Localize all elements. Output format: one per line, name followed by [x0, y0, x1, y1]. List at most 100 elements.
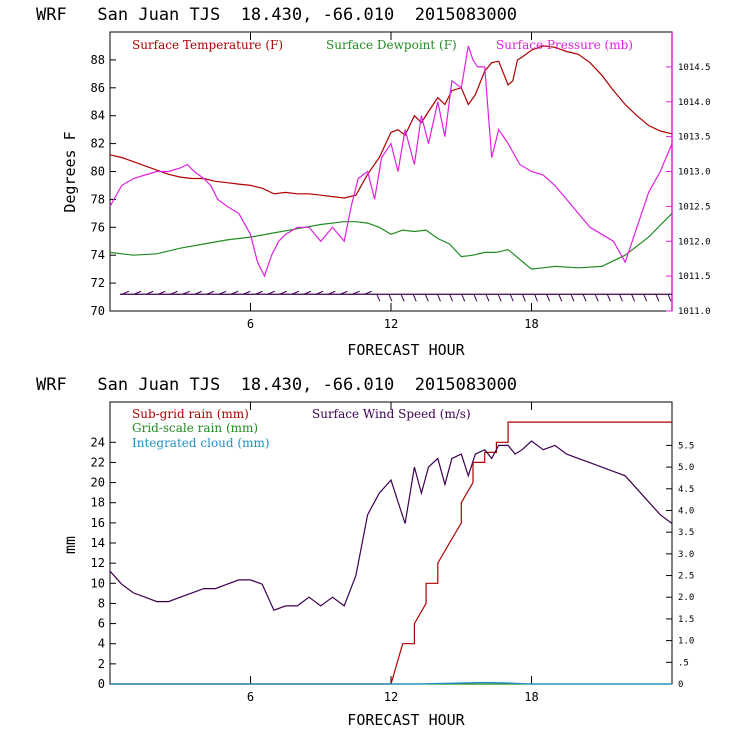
wind-barb	[570, 294, 575, 302]
y-tick-label: 8	[98, 596, 105, 610]
y2-tick-label: 0	[678, 680, 683, 690]
x-tick-label: 12	[384, 690, 398, 704]
precipitation-panel: WRF San Juan TJS 18.430, -66.010 2015083…	[36, 375, 694, 729]
wind-barb	[243, 290, 251, 295]
y2-tick-label: 1012.5	[678, 202, 711, 212]
wind-barb	[424, 294, 429, 302]
y-tick-label: 12	[91, 556, 105, 570]
wind-barb	[461, 294, 466, 302]
y-axis-label-2: mm	[61, 536, 79, 554]
y2-tick-label: .5	[678, 658, 689, 668]
y2-tick-label: 4.0	[678, 506, 694, 516]
wind-barb	[376, 294, 381, 302]
y2-tick-label: 1.5	[678, 615, 694, 625]
wind-barb	[546, 294, 551, 302]
wind-barb	[412, 294, 417, 302]
y-tick-label: 4	[98, 637, 105, 651]
wind-barb	[170, 290, 178, 295]
wind-barb	[388, 294, 393, 302]
y-tick-label: 22	[91, 455, 105, 469]
wind-barb	[631, 294, 636, 302]
wind-barb	[437, 294, 441, 302]
wind-barb	[218, 290, 227, 295]
wind-barb	[328, 290, 336, 295]
wind-barb	[449, 294, 454, 302]
wind-barb	[521, 294, 526, 302]
y2-tick-label: 4.5	[678, 485, 694, 495]
temperature-panel: WRF San Juan TJS 18.430, -66.010 2015083…	[36, 5, 711, 359]
y-tick-label: 78	[91, 192, 105, 206]
x-axis-label-2: FORECAST HOUR	[347, 711, 465, 729]
wind-barb	[485, 294, 490, 302]
legend-integrated-cloud: Integrated cloud (mm)	[132, 436, 270, 450]
wind-barb	[133, 290, 142, 295]
wind-barb	[340, 290, 348, 295]
x-tick-label: 18	[524, 690, 538, 704]
wind-barb	[121, 290, 130, 295]
x-tick-label: 6	[247, 317, 254, 331]
wind-barb	[509, 294, 514, 302]
x-axis-label-1: FORECAST HOUR	[347, 341, 465, 359]
y-tick-label: 88	[91, 53, 105, 67]
wind-barb	[619, 294, 623, 302]
wind-barb	[146, 290, 154, 295]
y2-tick-label: 3.0	[678, 550, 694, 560]
wind-barb	[497, 294, 502, 302]
wind-barb	[182, 290, 190, 295]
y2-tick-label: 1013.5	[678, 133, 711, 143]
wind-barb	[534, 294, 538, 302]
series-line-integrated-cloud-mm	[110, 681, 672, 685]
y-tick-label: 72	[91, 276, 105, 290]
wind-barb	[582, 294, 587, 302]
y-tick-label: 6	[98, 617, 105, 631]
y-tick-label: 24	[91, 435, 105, 449]
y2-tick-label: 2.0	[678, 593, 694, 603]
wind-barb	[206, 290, 215, 295]
y2-tick-label: 1.0	[678, 637, 694, 647]
series-line-surface-dewpoint-f	[109, 212, 673, 270]
wind-barb	[364, 290, 372, 295]
y-tick-label: 84	[91, 109, 105, 123]
wind-barb	[606, 294, 611, 302]
x-tick-label: 18	[524, 317, 538, 331]
legend-temperature: Surface Temperature (F)	[132, 38, 283, 52]
y-tick-label: 16	[91, 516, 105, 530]
wind-barb	[315, 290, 324, 295]
y-tick-label: 10	[91, 576, 105, 590]
legend-wind-speed: Surface Wind Speed (m/s)	[312, 407, 471, 421]
legend-subgrid-rain: Sub-grid rain (mm)	[132, 407, 249, 421]
series-line-surface-wind-speed-m-s	[109, 440, 673, 611]
y-axis-label-1: Degrees F	[61, 131, 79, 212]
wind-barb	[655, 294, 660, 302]
wind-barb	[400, 294, 405, 302]
y2-tick-label: 5.0	[678, 463, 694, 473]
wind-barb	[558, 294, 563, 302]
series-line-sub-grid-rain-mm	[110, 421, 672, 685]
y-tick-label: 14	[91, 536, 105, 550]
y-tick-label: 18	[91, 496, 105, 510]
series-line-surface-pressure-mb	[109, 45, 673, 278]
y2-tick-label: 5.5	[678, 441, 694, 451]
legend-pressure: Surface Pressure (mb)	[496, 38, 633, 52]
x-tick-label: 6	[247, 690, 254, 704]
y-tick-label: 2	[98, 657, 105, 671]
wind-barb	[352, 290, 360, 295]
y2-tick-label: 2.5	[678, 572, 694, 582]
wind-barb	[267, 290, 275, 295]
y2-tick-label: 1012.0	[678, 237, 711, 247]
y-tick-label: 80	[91, 165, 105, 179]
y-tick-label: 82	[91, 137, 105, 151]
y-tick-label: 74	[91, 248, 105, 262]
wind-barb	[473, 294, 478, 302]
y-tick-label: 0	[98, 677, 105, 691]
chart-title-1: WRF San Juan TJS 18.430, -66.010 2015083…	[36, 5, 517, 25]
legend-dewpoint: Surface Dewpoint (F)	[326, 38, 457, 52]
x-tick-label: 12	[384, 317, 398, 331]
legend-gridscale-rain: Grid-scale rain (mm)	[132, 421, 258, 435]
y-tick-label: 20	[91, 476, 105, 490]
wind-barb	[667, 294, 672, 302]
y2-tick-label: 1011.5	[678, 272, 711, 282]
wind-barb	[279, 290, 287, 295]
wind-barb	[158, 290, 166, 295]
y-tick-label: 70	[91, 304, 105, 318]
